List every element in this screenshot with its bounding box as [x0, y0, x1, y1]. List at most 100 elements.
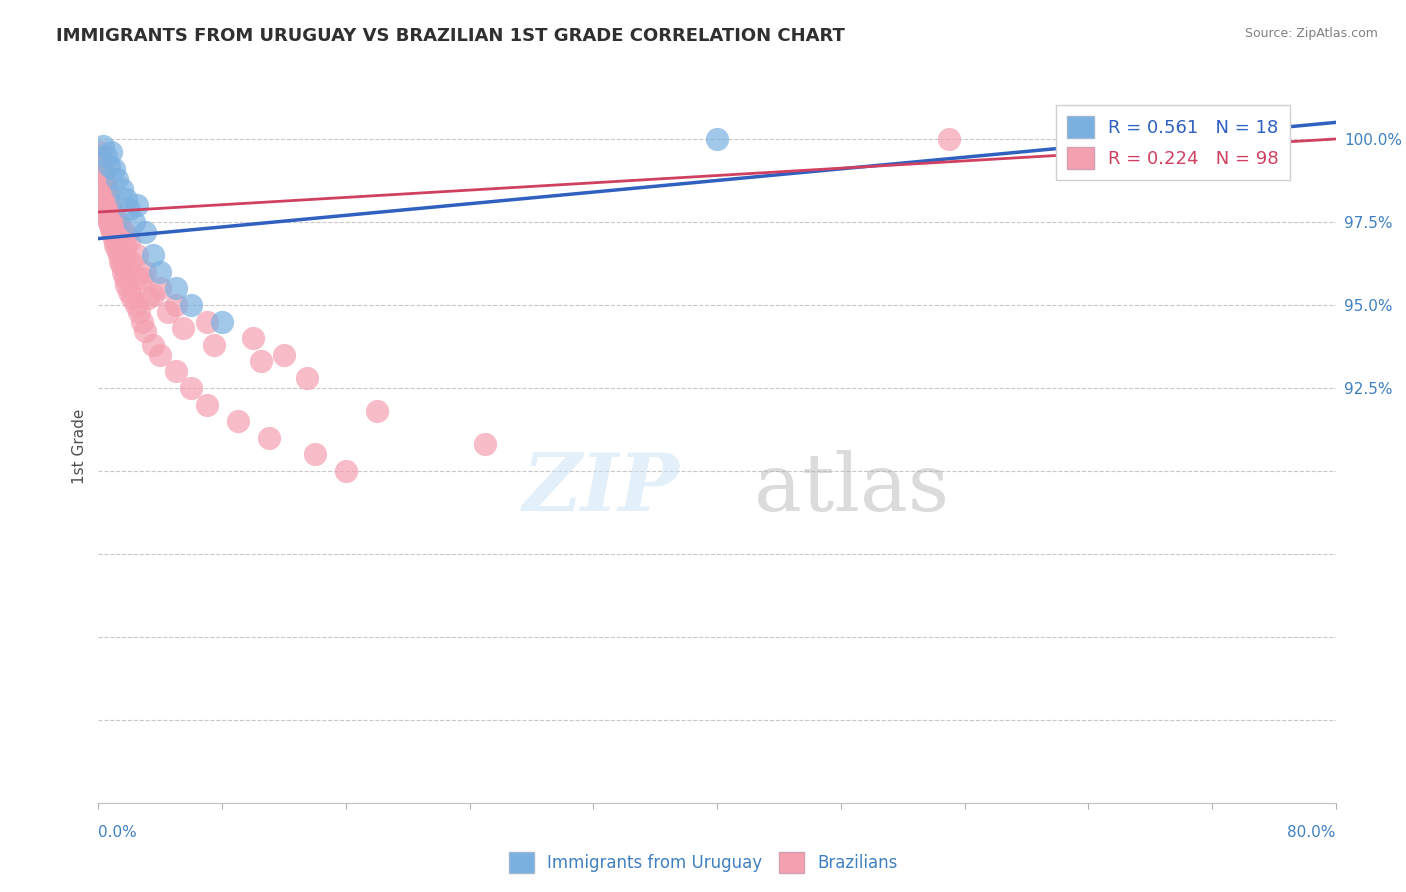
Point — [127, 198, 149, 212]
Point — [127, 271, 149, 285]
Point — [103, 161, 125, 176]
Point — [118, 235, 141, 249]
Point — [366, 404, 388, 418]
Point — [91, 175, 114, 189]
Point — [90, 165, 112, 179]
Point — [97, 211, 120, 226]
Point — [96, 205, 118, 219]
Point — [93, 192, 115, 206]
Point — [90, 169, 112, 183]
Point — [89, 145, 111, 160]
Point — [124, 298, 146, 312]
Point — [96, 198, 118, 212]
Point — [172, 321, 194, 335]
Point — [93, 178, 115, 193]
Point — [165, 364, 187, 378]
Point — [97, 198, 120, 212]
Point — [93, 175, 115, 189]
Text: IMMIGRANTS FROM URUGUAY VS BRAZILIAN 1ST GRADE CORRELATION CHART: IMMIGRANTS FROM URUGUAY VS BRAZILIAN 1ST… — [56, 27, 845, 45]
Point — [297, 371, 319, 385]
Point — [115, 252, 138, 266]
Point — [180, 381, 202, 395]
Point — [103, 208, 125, 222]
Point — [96, 148, 118, 162]
Point — [120, 254, 142, 268]
Point — [128, 304, 150, 318]
Point — [105, 231, 128, 245]
Point — [90, 161, 112, 176]
Point — [98, 215, 121, 229]
Point — [195, 397, 218, 411]
Point — [93, 188, 115, 202]
Point — [89, 152, 111, 166]
Point — [149, 348, 172, 362]
Text: 80.0%: 80.0% — [1288, 825, 1336, 840]
Point — [134, 325, 156, 339]
Point — [115, 228, 138, 243]
Point — [149, 265, 172, 279]
Point — [114, 271, 136, 285]
Point — [136, 291, 159, 305]
Point — [141, 248, 165, 262]
Point — [134, 265, 156, 279]
Point — [195, 314, 218, 328]
Point — [100, 202, 122, 216]
Point — [114, 238, 136, 252]
Point — [101, 225, 124, 239]
Point — [118, 202, 141, 216]
Point — [90, 175, 112, 189]
Legend: R = 0.561   N = 18, R = 0.224   N = 98: R = 0.561 N = 18, R = 0.224 N = 98 — [1056, 105, 1289, 180]
Point — [127, 248, 149, 262]
Point — [257, 431, 280, 445]
Point — [165, 298, 187, 312]
Point — [105, 215, 128, 229]
Point — [111, 182, 132, 196]
Point — [111, 258, 132, 272]
Point — [118, 285, 141, 299]
Point — [165, 281, 187, 295]
Point — [103, 231, 125, 245]
Point — [96, 182, 118, 196]
Point — [108, 254, 131, 268]
Point — [122, 215, 145, 229]
Point — [304, 447, 326, 461]
Text: atlas: atlas — [754, 450, 949, 528]
Point — [98, 195, 121, 210]
Point — [91, 169, 114, 183]
Point — [91, 178, 114, 193]
Point — [89, 148, 111, 162]
Point — [90, 165, 112, 179]
Text: ZIP: ZIP — [523, 450, 681, 527]
Point — [93, 182, 115, 196]
Point — [204, 338, 226, 352]
Point — [97, 208, 120, 222]
Point — [98, 159, 121, 173]
Point — [94, 195, 117, 210]
Point — [91, 138, 114, 153]
Legend: Immigrants from Uruguay, Brazilians: Immigrants from Uruguay, Brazilians — [502, 846, 904, 880]
Point — [96, 192, 118, 206]
Point — [706, 132, 728, 146]
Point — [141, 288, 165, 302]
Point — [115, 278, 138, 293]
Point — [105, 171, 128, 186]
Point — [100, 145, 122, 160]
Point — [121, 291, 143, 305]
Point — [104, 215, 127, 229]
Point — [98, 219, 121, 233]
Text: 0.0%: 0.0% — [98, 825, 138, 840]
Point — [112, 265, 135, 279]
Point — [96, 202, 118, 216]
Point — [104, 238, 127, 252]
Point — [90, 155, 112, 169]
Point — [94, 198, 117, 212]
Point — [100, 211, 122, 226]
Point — [111, 221, 132, 235]
Y-axis label: 1st Grade: 1st Grade — [72, 409, 87, 483]
Point — [91, 171, 114, 186]
Point — [938, 132, 960, 146]
Point — [250, 354, 273, 368]
Point — [107, 248, 129, 262]
Point — [93, 185, 115, 199]
Point — [108, 225, 131, 239]
